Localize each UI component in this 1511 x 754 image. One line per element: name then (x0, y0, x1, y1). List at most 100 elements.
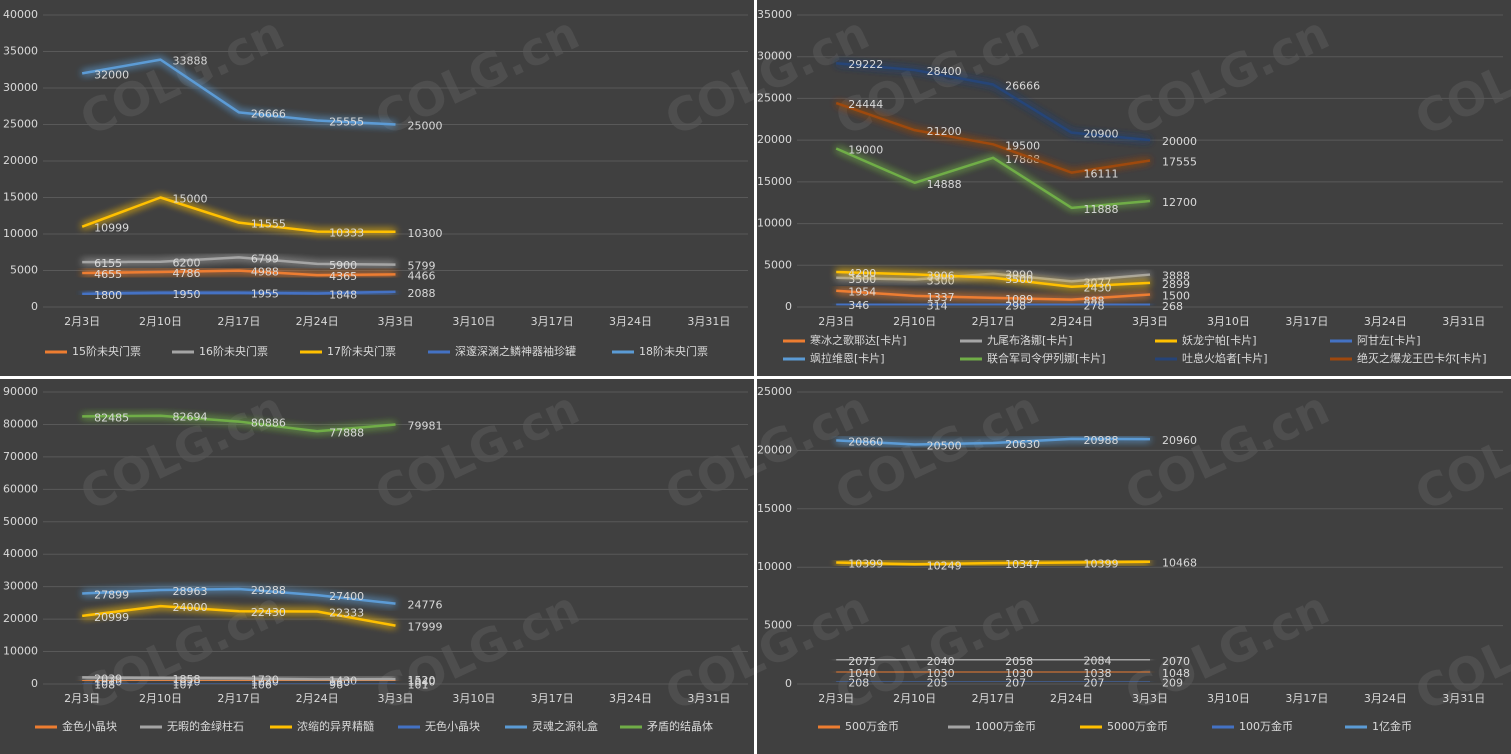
data-label: 2039 (94, 672, 122, 685)
y-tick-label: 10000 (757, 560, 792, 573)
y-tick-label: 30000 (757, 50, 792, 63)
legend-label: 1亿金币 (1372, 719, 1412, 733)
data-label: 3906 (927, 269, 955, 282)
data-label: 298 (1005, 300, 1026, 313)
data-label: 108 (94, 679, 115, 692)
data-label: 3990 (1005, 269, 1033, 282)
data-label: 17888 (1005, 153, 1040, 166)
data-label: 1950 (173, 288, 201, 301)
y-tick-label: 20000 (3, 154, 38, 167)
data-label: 4466 (408, 269, 436, 282)
data-label: 5900 (329, 259, 357, 272)
data-label: 1337 (927, 291, 955, 304)
x-tick-label: 3月24日 (1364, 692, 1407, 705)
data-label: 101 (408, 679, 429, 692)
data-label: 3888 (1162, 270, 1190, 283)
legend-label: 16阶未央门票 (199, 344, 268, 358)
x-tick-label: 2月10日 (893, 315, 936, 328)
series-line (82, 676, 396, 681)
x-tick-label: 2月17日 (217, 315, 260, 328)
series-line (836, 302, 1151, 307)
data-label: 22430 (251, 606, 286, 619)
x-tick-label: 3月31日 (1442, 692, 1485, 705)
data-label: 1038 (1084, 667, 1112, 680)
y-tick-label: 5000 (10, 264, 38, 277)
data-label: 26666 (1005, 80, 1040, 93)
data-label: 1955 (251, 288, 279, 301)
data-label: 2075 (848, 655, 876, 668)
data-label: 20999 (94, 611, 129, 624)
data-label: 1800 (94, 289, 122, 302)
x-tick-label: 2月17日 (217, 692, 260, 705)
legend-label: 绝灭之爆龙王巴卡尔[卡片] (1357, 351, 1487, 365)
y-tick-label: 25000 (757, 385, 792, 398)
x-tick-label: 2月17日 (972, 692, 1015, 705)
x-tick-label: 3月17日 (1285, 315, 1328, 328)
data-label: 10999 (94, 222, 129, 235)
series-line (836, 560, 1151, 566)
x-tick-label: 3月31日 (687, 692, 730, 705)
legend-label: 灵魂之源礼盒 (532, 719, 598, 733)
legend-label: 寒冰之歌耶达[卡片] (810, 333, 907, 347)
x-tick-label: 2月24日 (296, 315, 339, 328)
series-line (82, 269, 396, 277)
data-label: 1030 (927, 667, 955, 680)
data-label: 207 (1005, 677, 1026, 690)
data-label: 17555 (1162, 156, 1197, 169)
x-tick-label: 2月10日 (139, 315, 182, 328)
series-line (835, 101, 1151, 174)
x-tick-label: 2月3日 (818, 692, 854, 705)
data-label: 16111 (1084, 168, 1119, 181)
data-label: 79981 (408, 420, 443, 433)
data-label: 20630 (1005, 438, 1040, 451)
legend-label: 吐息火焰者[卡片] (1182, 351, 1268, 365)
y-tick-label: 0 (785, 677, 792, 690)
legend-label: 金色小晶块 (62, 719, 117, 733)
y-tick-label: 20000 (757, 133, 792, 146)
data-label: 1954 (848, 286, 876, 299)
data-label: 32000 (94, 68, 129, 81)
data-label: 2058 (1005, 655, 1033, 668)
legend-label: 联合军司令伊列娜[卡片] (987, 351, 1106, 365)
data-label: 2040 (927, 655, 955, 668)
data-label: 12700 (1162, 196, 1197, 209)
data-label: 29222 (848, 58, 883, 71)
data-label: 10399 (1084, 558, 1119, 571)
data-label: 20500 (927, 440, 962, 453)
data-label: 77888 (329, 426, 364, 439)
y-tick-label: 80000 (3, 417, 38, 430)
y-tick-label: 50000 (3, 515, 38, 528)
x-tick-label: 3月10日 (452, 692, 495, 705)
series-line (836, 272, 1151, 283)
data-label: 10300 (408, 227, 443, 240)
data-label: 24776 (408, 599, 443, 612)
data-label: 1040 (848, 667, 876, 680)
y-tick-label: 0 (31, 677, 38, 690)
x-tick-label: 3月3日 (1132, 692, 1168, 705)
x-tick-label: 3月17日 (531, 692, 574, 705)
y-tick-label: 0 (31, 300, 38, 313)
series-line (836, 658, 1151, 662)
y-tick-label: 40000 (3, 547, 38, 560)
data-label: 1848 (329, 289, 357, 302)
data-label: 4365 (329, 270, 357, 283)
series-line (835, 147, 1151, 210)
data-label: 33888 (173, 55, 208, 68)
x-tick-label: 3月17日 (531, 315, 574, 328)
y-tick-label: 5000 (764, 619, 792, 632)
x-tick-label: 2月17日 (972, 315, 1015, 328)
data-label: 4786 (173, 267, 201, 280)
y-tick-label: 90000 (3, 385, 38, 398)
y-tick-label: 20000 (757, 443, 792, 456)
series-line (82, 256, 396, 266)
data-label: 1048 (1162, 667, 1190, 680)
legend-label: 妖龙宁帕[卡片] (1182, 333, 1257, 347)
y-tick-label: 15000 (757, 175, 792, 188)
x-tick-label: 2月10日 (139, 692, 182, 705)
series-line (836, 289, 1151, 301)
data-label: 2084 (1084, 655, 1112, 668)
data-label: 11888 (1084, 203, 1119, 216)
data-label: 5799 (408, 260, 436, 273)
legend-label: 浓缩的异界精髓 (297, 719, 374, 733)
